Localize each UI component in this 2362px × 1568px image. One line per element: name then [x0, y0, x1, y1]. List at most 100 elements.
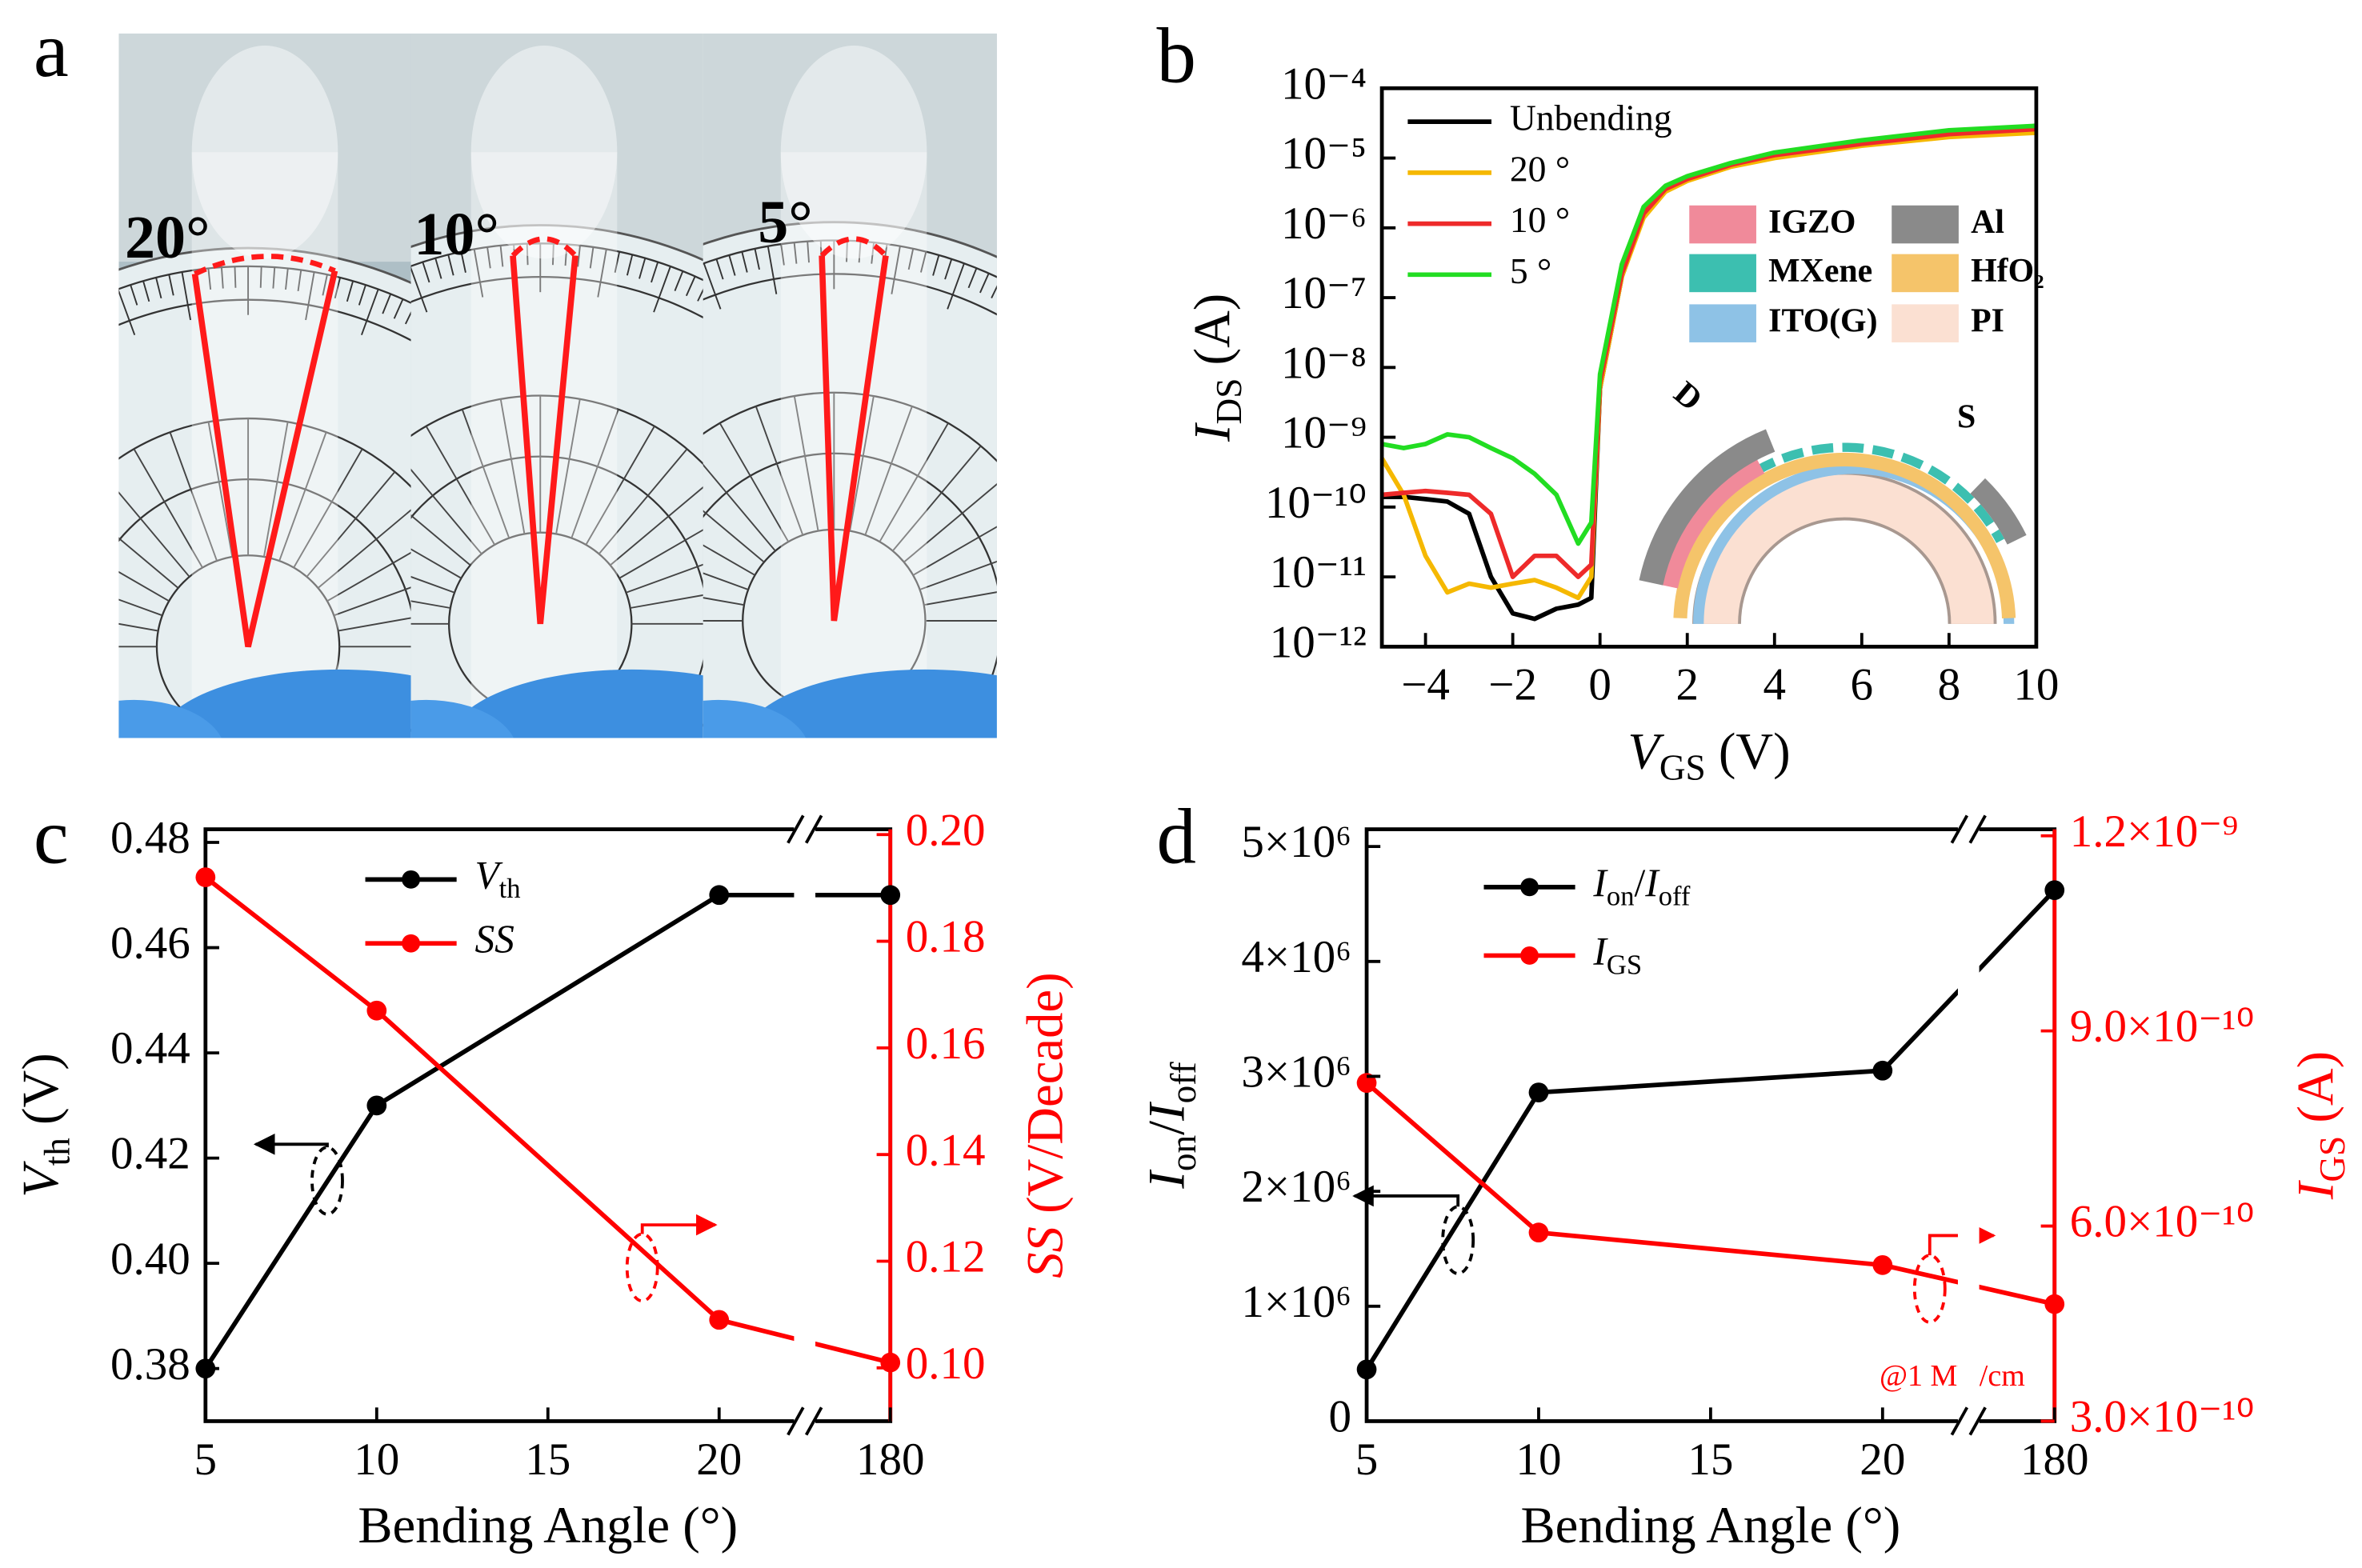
y-tick-label: 10⁻⁶ [1281, 198, 1367, 249]
x-tick-label: 2 [1675, 660, 1699, 710]
axis-break [1968, 814, 1987, 844]
annotation: @1 MV/cm [1880, 1359, 2025, 1393]
data-point [195, 867, 216, 887]
protractor-tick [979, 273, 990, 294]
protractor-ray [912, 526, 997, 576]
protractor-ray [169, 431, 218, 562]
protractor-tick [577, 245, 581, 267]
protractor-tick [767, 246, 778, 294]
axis-break-gap [794, 822, 816, 1428]
label-part: I [2286, 1179, 2344, 1200]
protractor-tick [754, 248, 760, 270]
legend-label: 5 ° [1510, 250, 1551, 291]
y-tick-label: 3×10⁶ [1241, 1047, 1351, 1098]
y-tick-label: 10⁻⁸ [1281, 338, 1367, 388]
label-part: I [1137, 1169, 1195, 1190]
protractor-ray [570, 409, 619, 538]
annotation-arrows [253, 1133, 1996, 1324]
protractor-tick [285, 268, 289, 290]
material-label: PI [1971, 303, 2004, 340]
label-part: off [1659, 882, 1691, 912]
x-tick-label: −4 [1401, 660, 1450, 710]
protractor-ray [278, 431, 327, 562]
protractor-tick [932, 254, 940, 276]
x-tick-label: 4 [1763, 660, 1787, 710]
y-tick-label: 0.46 [110, 918, 190, 969]
protractor-tick [703, 262, 722, 310]
data-point [709, 885, 730, 906]
angle-label: 20° [125, 204, 210, 271]
axis-break [804, 1406, 823, 1436]
y2-tick-label: 0.14 [906, 1125, 986, 1175]
data-point [1872, 1060, 1893, 1081]
protractor-ray [864, 406, 913, 536]
material-label: ITO(G) [1768, 303, 1877, 340]
photo-bg-top [410, 33, 703, 262]
protractor-ray [425, 426, 496, 546]
protractor-tick [422, 262, 430, 283]
electrode-D [1639, 429, 1776, 586]
protractor-ray [630, 594, 703, 609]
protractor-ray [703, 597, 745, 606]
y2-tick-label: 6.0×10⁻¹⁰ [2070, 1197, 2255, 1247]
layer-MXene [1687, 442, 2005, 543]
ruler-strip [780, 152, 927, 738]
protractor-ray [133, 448, 203, 568]
axis-break-gap [1957, 822, 1980, 1428]
y-tick-label: 0.48 [110, 813, 190, 863]
legend-label: Ion/Ioff [1592, 861, 1691, 911]
protractor-tick [220, 266, 224, 289]
photo-bg-top [118, 33, 411, 262]
y2-tick-label: 0.10 [906, 1338, 986, 1389]
protractor-ray [703, 544, 755, 576]
x-tick-label: 10 [1515, 1434, 1561, 1485]
material-swatch [1689, 254, 1756, 293]
arrow [253, 1133, 329, 1155]
protractor-tick [651, 262, 659, 283]
label-part: I [1592, 930, 1608, 974]
label-part: V [1627, 722, 1664, 779]
bend-arc [819, 236, 888, 258]
protractor-tick [207, 268, 212, 290]
material-label: Al [1971, 204, 2004, 241]
protractor-ray [703, 572, 749, 590]
axis-break [804, 814, 823, 844]
axis-break [787, 814, 805, 844]
label-part: DS [1209, 378, 1249, 425]
dashed-ellipse [1441, 1205, 1475, 1275]
x-tick-label: 0 [1588, 660, 1611, 710]
y2-tick-label: 3.0×10⁻¹⁰ [2070, 1392, 2255, 1442]
protractor-tick [793, 242, 798, 264]
protractor-tick [728, 254, 736, 276]
protractor-ray [585, 426, 655, 546]
axis-break [1950, 1406, 1969, 1436]
x-tick-label: 5 [194, 1434, 218, 1485]
label-part: (A) [1183, 294, 1240, 378]
protractor-tick [907, 248, 915, 270]
y-tick-label: 2×10⁶ [1241, 1162, 1351, 1212]
y-tick-label: 10⁻⁴ [1281, 58, 1367, 109]
label-part: I [1644, 861, 1660, 905]
bend-arc [510, 236, 578, 258]
y2-axis-label: IGS (A) [2286, 1051, 2352, 1200]
glove [449, 669, 703, 738]
data-point [880, 885, 901, 906]
protractor-tick [358, 284, 366, 306]
panel-label: b [1157, 13, 1196, 100]
y2-tick-label: 9.0×10⁻¹⁰ [2070, 1002, 2255, 1052]
series-line [1381, 123, 2037, 546]
y-axis-label: Vth (V) [11, 1053, 78, 1198]
x-tick-label: 6 [1851, 660, 1874, 710]
protractor-tick [130, 284, 138, 306]
y-tick-label: 4×10⁶ [1241, 932, 1351, 982]
label-part: I [1183, 422, 1240, 442]
data-point [1528, 1222, 1549, 1243]
protractor-ray [719, 422, 790, 542]
axis-break [1950, 814, 1969, 844]
material-label: MXene [1768, 253, 1872, 290]
y2-tick-label: 0.16 [906, 1018, 986, 1069]
protractor-tick [991, 285, 997, 298]
protractor-tick [526, 243, 529, 266]
photo-panel [118, 33, 997, 738]
protractor-ray [610, 486, 703, 566]
